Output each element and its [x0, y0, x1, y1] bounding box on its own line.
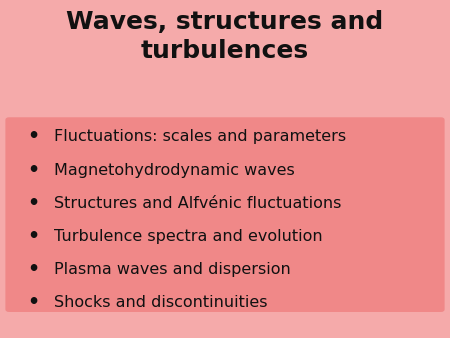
Text: Plasma waves and dispersion: Plasma waves and dispersion: [54, 262, 291, 277]
Text: •: •: [27, 227, 39, 246]
Text: •: •: [27, 127, 39, 146]
Text: •: •: [27, 194, 39, 213]
Text: Waves, structures and
turbulences: Waves, structures and turbulences: [67, 10, 383, 63]
FancyBboxPatch shape: [5, 117, 445, 312]
Text: •: •: [27, 260, 39, 279]
Text: Turbulence spectra and evolution: Turbulence spectra and evolution: [54, 229, 323, 244]
Text: Shocks and discontinuities: Shocks and discontinuities: [54, 295, 267, 310]
Text: Fluctuations: scales and parameters: Fluctuations: scales and parameters: [54, 129, 346, 144]
Text: Magnetohydrodynamic waves: Magnetohydrodynamic waves: [54, 163, 295, 177]
Text: •: •: [27, 293, 39, 312]
Text: Structures and Alfvénic fluctuations: Structures and Alfvénic fluctuations: [54, 196, 342, 211]
Text: •: •: [27, 161, 39, 179]
